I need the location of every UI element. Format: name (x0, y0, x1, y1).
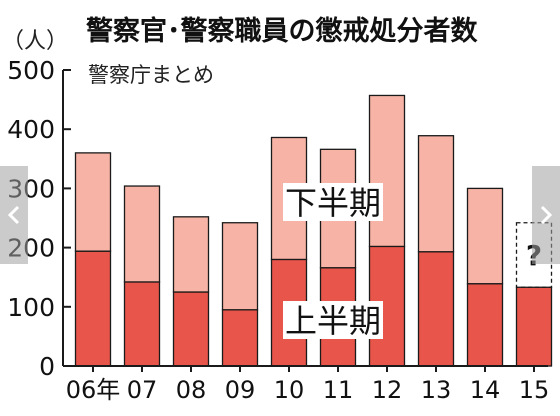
y-tick-label: 400 (7, 115, 55, 144)
previous-slide-button[interactable] (0, 166, 28, 264)
y-tick-label: 0 (39, 352, 55, 381)
bar-lower-half (74, 250, 112, 367)
x-tick-label: 07 (127, 376, 158, 404)
series-label-box (283, 301, 383, 339)
bar-upper-half (368, 94, 406, 248)
bar-lower-half (172, 291, 210, 367)
bar-lower-half (221, 309, 259, 367)
x-tick-label: 12 (372, 376, 403, 404)
bar-upper-half (172, 216, 210, 293)
chevron-right-icon (540, 205, 553, 225)
bar-upper-half (417, 135, 455, 253)
x-tick-label: 06年 (66, 376, 121, 404)
next-slide-button[interactable] (532, 166, 560, 264)
y-tick-label: 500 (7, 56, 55, 85)
x-tick-label: 09 (225, 376, 256, 404)
chart-subtitle: 警察庁まとめ (88, 63, 214, 87)
x-tick-label: 11 (323, 376, 354, 404)
x-tick-label: 10 (274, 376, 305, 404)
bar-lower-half (417, 251, 455, 367)
x-tick-label: 15 (519, 376, 550, 404)
y-axis-label: （人） (2, 29, 68, 54)
bar-lower-half (515, 286, 553, 367)
series-label: 上半期 (285, 302, 381, 340)
x-tick-label: 13 (421, 376, 452, 404)
bar-upper-half (221, 222, 259, 311)
bar-upper-half (466, 187, 504, 285)
chevron-left-icon (7, 205, 20, 225)
y-tick-label: 100 (7, 293, 55, 322)
bar-lower-half (123, 281, 161, 367)
bar-upper-half (123, 185, 161, 283)
x-tick-label: 08 (176, 376, 207, 404)
chart-title: 警察官･警察職員の懲戒処分者数 (86, 15, 478, 47)
bar-lower-half (466, 283, 504, 367)
bar-upper-half (74, 152, 112, 252)
series-label-box (283, 183, 383, 221)
x-tick-label: 14 (470, 376, 501, 404)
series-label: 下半期 (285, 184, 381, 222)
